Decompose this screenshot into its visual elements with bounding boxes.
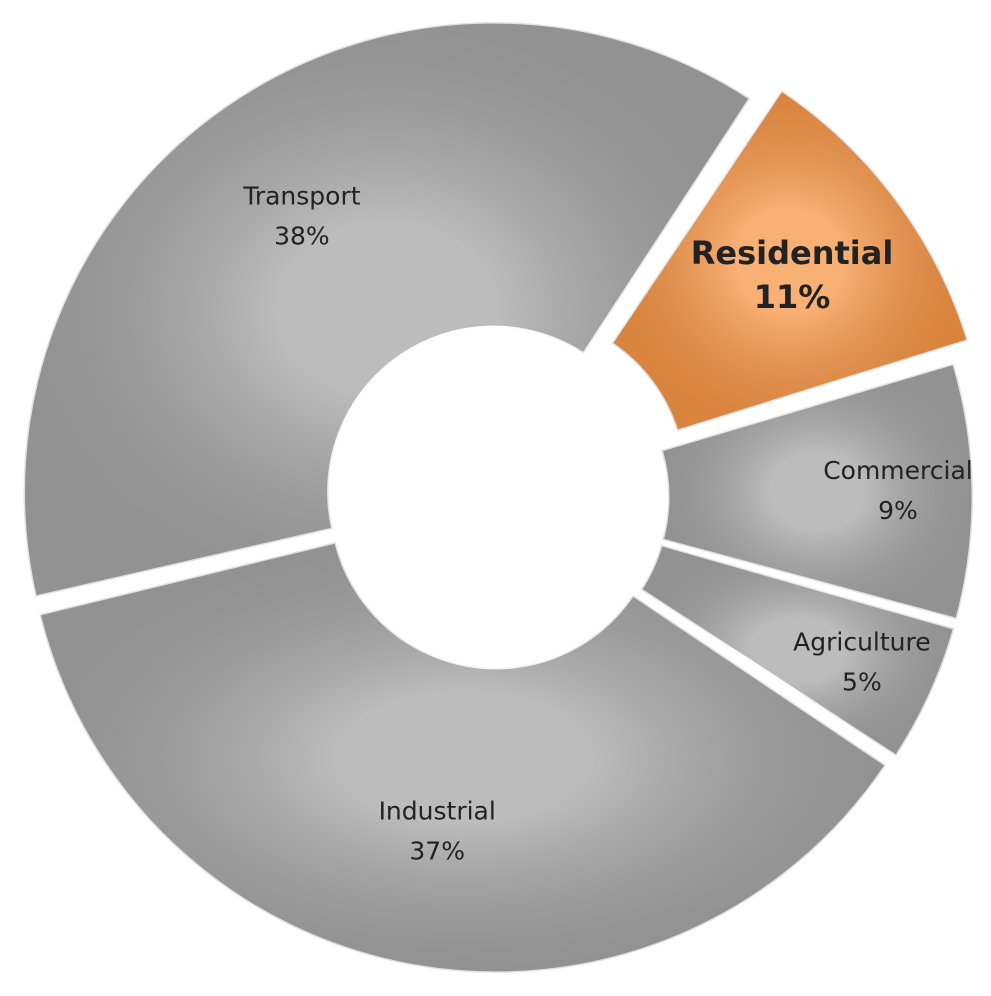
slice-label: Agriculture bbox=[793, 627, 931, 656]
slice-value-label: 9% bbox=[878, 496, 918, 525]
slice-label: Industrial bbox=[379, 797, 496, 826]
slice-value-label: 37% bbox=[409, 837, 465, 866]
slice-value-label: 11% bbox=[754, 278, 831, 316]
slice-label: Residential bbox=[691, 234, 894, 272]
slice-label: Commercial bbox=[823, 456, 973, 485]
slice-label: Transport bbox=[242, 181, 361, 210]
slice-value-label: 5% bbox=[842, 667, 882, 696]
slice-value-label: 38% bbox=[274, 221, 330, 250]
